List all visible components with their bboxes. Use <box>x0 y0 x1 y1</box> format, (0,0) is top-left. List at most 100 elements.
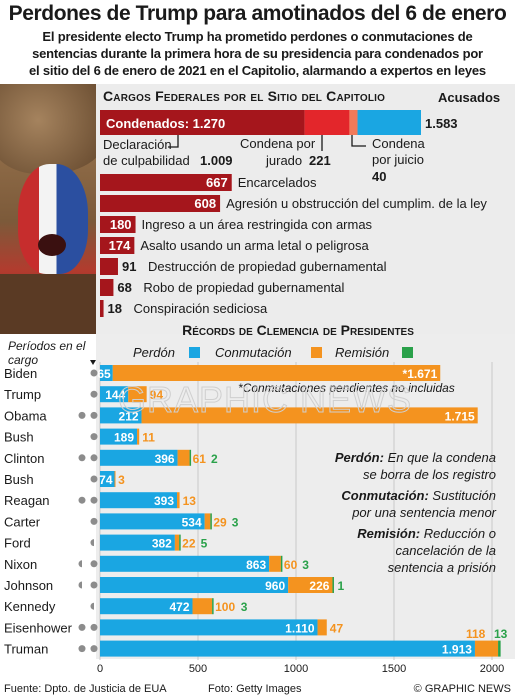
charge-value-4: 174 <box>109 238 131 253</box>
definition-2-line-1: Conmutación: Sustitución <box>341 488 496 503</box>
charge-label-7: Conspiración sediciosa <box>134 301 268 316</box>
stack-segment-unconvicted <box>357 110 421 135</box>
footer-copyright: © GRAPHIC NEWS <box>414 683 511 695</box>
term-dot-6-1 <box>90 475 98 483</box>
charge-label-6: Robo de propiedad gubernamental <box>143 280 344 295</box>
commutation-bar-7 <box>177 492 180 509</box>
term-half-dot-9 <box>90 539 94 547</box>
definition-term-1: Perdón: <box>335 450 388 465</box>
term-dot-13-1 <box>90 623 98 631</box>
term-dot-10-1 <box>90 560 98 568</box>
charge-value-3: 180 <box>110 217 132 232</box>
definition-term-2: Conmutación: <box>341 488 432 503</box>
terms-arrow-icon <box>90 360 96 365</box>
x-tick-1000: 1000 <box>284 663 308 675</box>
term-dot-1-1 <box>90 369 98 377</box>
term-half-dot-10 <box>78 560 82 568</box>
charge-label-1: Encarcelados <box>238 175 317 190</box>
term-dot-7-2 <box>78 496 86 504</box>
president-name-3: Obama <box>4 408 47 423</box>
commutation-value-6: 3 <box>118 473 125 487</box>
president-name-4: Bush <box>4 430 34 445</box>
term-dot-3-2 <box>78 411 86 419</box>
remission-value-9: 5 <box>201 537 208 551</box>
term-dot-7-1 <box>90 496 98 504</box>
commutation-bar-1 <box>112 365 441 381</box>
remission-bar-11 <box>332 577 334 593</box>
remission-value-11: 1 <box>337 579 344 593</box>
pardon-bar-13 <box>100 619 318 636</box>
commutation-bar-12 <box>192 598 213 615</box>
charge-bar-4 <box>100 237 135 254</box>
pardon-value-10: 863 <box>246 558 266 572</box>
charge-label-3: Ingreso a un área restringida con armas <box>142 217 373 232</box>
graphic-news-watermark: GRAPHIC NEWS <box>118 379 412 420</box>
clemency-title: Récords de Clemencia de Presidentes <box>182 322 414 338</box>
remission-value-8: 3 <box>232 515 239 529</box>
pardon-bar-6 <box>100 471 115 487</box>
commutation-value-13: 47 <box>330 621 344 635</box>
charge-bar-2 <box>100 195 221 212</box>
charge-value-5: 91 <box>122 259 136 274</box>
definition-1-line-1: Perdón: En que la condena <box>335 450 496 465</box>
pardon-bar-10 <box>100 555 270 572</box>
stack-segment-3 <box>349 110 358 135</box>
subtitle-line-1: El presidente electo Trump ha prometido … <box>42 29 473 44</box>
term-dot-2-1 <box>90 390 98 398</box>
commutation-bar-14 <box>474 640 499 657</box>
commutation-bar-3 <box>141 407 478 424</box>
remission-bar-14 <box>498 640 501 657</box>
term-dot-13-2 <box>78 623 86 631</box>
definition-text-3-3: sentencia a prisión <box>388 560 496 575</box>
jury-label-2: jurado <box>265 153 302 168</box>
charge-value-6: 68 <box>117 280 131 295</box>
definition-3-line-1: Remisión: Reducción o <box>357 526 496 541</box>
legend-swatch-commutation <box>311 347 322 358</box>
pardon-value-7: 393 <box>154 494 174 508</box>
pardon-value-1: 65 <box>97 367 111 381</box>
definition-1-line-2: se borra de los registro <box>363 467 496 482</box>
term-dot-5-1 <box>90 454 98 462</box>
clemency-note: *Conmutaciones pendientes no incluidas <box>238 381 455 395</box>
commutation-bar-13 <box>317 619 327 636</box>
pardon-bar-9 <box>100 534 175 551</box>
charge-value-2: 608 <box>194 196 216 211</box>
pardon-bar-14 <box>100 640 475 657</box>
legend-2: Conmutación <box>215 345 292 360</box>
guilty-plea-leader <box>168 135 179 148</box>
pardon-value-8: 534 <box>182 515 202 529</box>
legend-swatch-pardon <box>189 347 200 358</box>
remission-bar-9 <box>179 534 181 551</box>
charge-label-4: Asalto usando un arma letal o peligrosa <box>140 238 369 253</box>
rioter-photo <box>0 84 100 334</box>
pardon-value-13: 1.110 <box>285 621 315 635</box>
president-name-2: Trump <box>4 387 41 402</box>
president-name-12: Kennedy <box>4 599 56 614</box>
remission-value-12: 3 <box>241 600 248 614</box>
pardon-bar-1 <box>100 365 113 381</box>
capitol-panel-title: Cargos Federales por el Sitio del Capito… <box>103 88 385 104</box>
commutation-value-1: *1.671 <box>403 367 438 381</box>
commutation-bar-11 <box>288 577 333 593</box>
president-name-13: Eisenhower <box>4 620 73 635</box>
term-half-dot-12 <box>90 602 94 610</box>
subtitle-line-2: sentencias durante la primera hora de su… <box>32 46 483 61</box>
stack-segment-1 <box>100 110 305 135</box>
pardon-value-4: 189 <box>114 431 134 445</box>
terms-label-2: cargo <box>8 353 38 367</box>
guilty-plea-value: 1.009 <box>200 153 233 168</box>
term-dot-11-1 <box>90 581 98 589</box>
jury-label-1: Condena por <box>240 136 316 151</box>
trial-label-2: por juicio <box>372 152 424 167</box>
pardon-value-11: 960 <box>265 579 285 593</box>
pardon-value-5: 396 <box>155 452 175 466</box>
commutation-value-4: 11 <box>142 431 155 445</box>
president-name-9: Ford <box>4 536 31 551</box>
jury-value: 221 <box>309 153 331 168</box>
president-name-1: Biden <box>4 366 37 381</box>
x-tick-2000: 2000 <box>480 663 504 675</box>
trial-value: 40 <box>372 169 386 184</box>
definition-text-3-2: cancelación de la <box>396 543 496 558</box>
charge-bar-5 <box>100 258 118 275</box>
